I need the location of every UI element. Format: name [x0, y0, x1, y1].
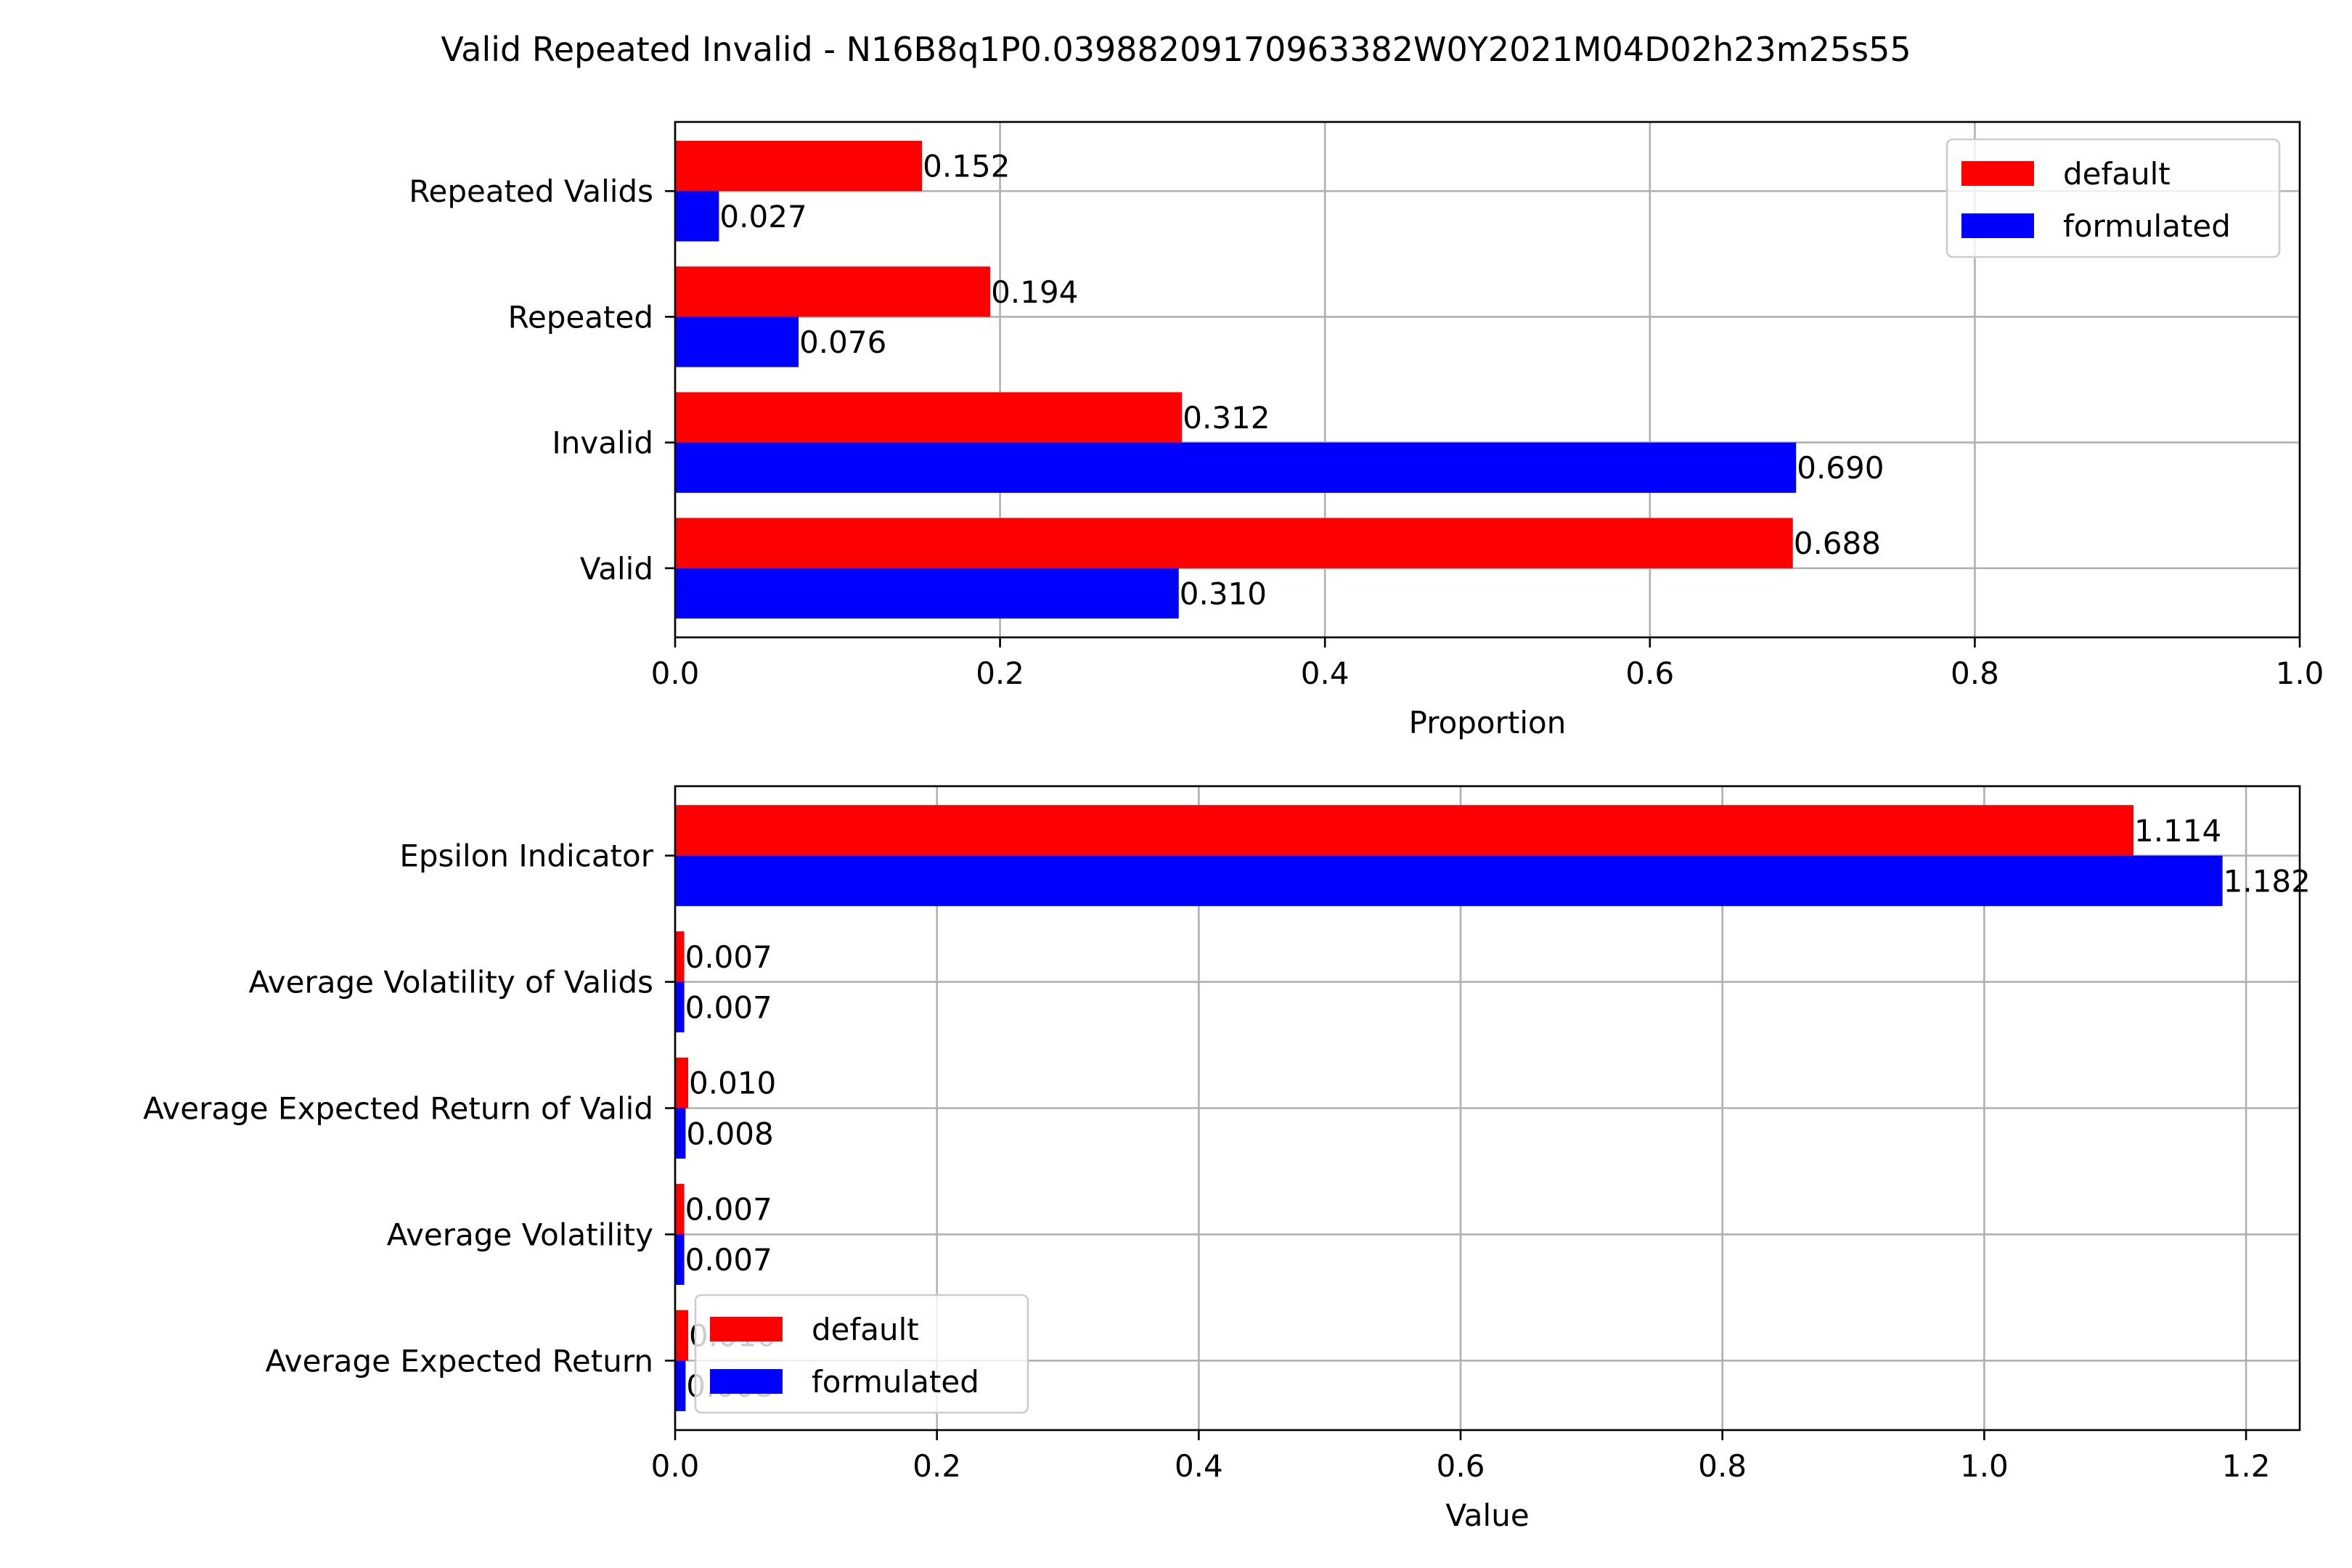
x-tick-label: 1.0: [1960, 1448, 2009, 1484]
bar-formulated: [675, 317, 799, 367]
plot-frame: [674, 121, 2301, 639]
y-tick-label: Average Expected Return: [266, 1343, 654, 1379]
legend-swatch-default: [710, 1317, 783, 1342]
bar-default: [675, 518, 1793, 568]
legend-swatch-default: [1961, 161, 2034, 186]
y-tick-label: Epsilon Indicator: [399, 838, 653, 874]
legend-swatch-formulated: [1961, 213, 2034, 238]
data-label: 0.007: [685, 1242, 772, 1278]
legend: default formulated: [1945, 138, 2281, 258]
bar-formulated: [675, 1234, 685, 1285]
bar-formulated: [675, 568, 1179, 619]
data-label: 1.182: [2224, 863, 2311, 899]
x-tick-label: 1.2: [2222, 1448, 2271, 1484]
legend-label-formulated: formulated: [2063, 208, 2231, 244]
bar-default: [675, 1183, 685, 1235]
data-label: 1.114: [2134, 813, 2221, 849]
y-tick-label: Repeated: [508, 299, 653, 335]
data-label: 0.007: [685, 989, 772, 1025]
legend: default formulated: [694, 1294, 1029, 1414]
data-label: 0.007: [685, 939, 772, 975]
x-tick-label: 1.0: [2276, 656, 2324, 691]
data-label: 0.690: [1797, 450, 1884, 486]
data-label: 0.010: [689, 1066, 776, 1101]
data-label: 0.008: [686, 1116, 773, 1151]
data-label: 0.007: [685, 1192, 772, 1228]
legend-swatch-formulated: [710, 1369, 783, 1394]
y-tick-label: Valid: [580, 551, 653, 587]
x-tick-label: 0.2: [976, 656, 1024, 691]
x-tick-label: 0.6: [1437, 1448, 1485, 1484]
chart-title: Valid Repeated Invalid - N16B8q1P0.03988…: [441, 30, 1911, 69]
bar-formulated: [675, 442, 1797, 493]
x-tick-label: 0.6: [1625, 656, 1674, 691]
legend-label-default: default: [812, 1312, 919, 1347]
x-tick-label: 0.8: [1698, 1448, 1747, 1484]
x-axis-label: Value: [1445, 1498, 1529, 1533]
data-label: 0.312: [1183, 400, 1270, 436]
data-label: 0.076: [799, 324, 886, 360]
data-label: 0.152: [923, 149, 1010, 184]
x-tick-label: 0.0: [651, 1448, 700, 1484]
y-tick-label: Repeated Valids: [409, 173, 653, 209]
bar-formulated: [675, 191, 719, 242]
bar-formulated: [675, 1108, 686, 1159]
bar-default: [675, 1310, 689, 1361]
data-label: 0.310: [1180, 576, 1267, 611]
bar-default: [675, 805, 2133, 856]
x-tick-label: 0.8: [1951, 656, 1999, 691]
data-label: 0.688: [1794, 526, 1881, 561]
x-tick-label: 0.4: [1175, 1448, 1223, 1484]
bar-default: [675, 1057, 689, 1108]
bar-formulated: [675, 1360, 686, 1411]
chart-panel-2: 0.0 0.2 0.4 0.6 0.8 1.0 1.2 Average Expected Re…: [143, 785, 2311, 1533]
bar-default: [675, 931, 685, 982]
bar-default: [675, 140, 923, 192]
y-tick-label: Average Volatility of Valids: [249, 965, 653, 1000]
x-axis-label: Proportion: [1409, 705, 1567, 740]
bar-default: [675, 266, 991, 317]
y-tick-label: Invalid: [552, 425, 653, 461]
legend-label-default: default: [2063, 156, 2171, 192]
x-tick-label: 0.2: [912, 1448, 961, 1484]
data-label: 0.194: [991, 274, 1078, 310]
bar-formulated: [675, 855, 2223, 907]
bar-formulated: [675, 981, 685, 1033]
x-tick-label: 0.4: [1301, 656, 1349, 691]
y-tick-label: Average Expected Return of Valid: [143, 1091, 653, 1127]
chart-panel-1: 0.0 0.2 0.4 0.6 0.8 1.0 Valid Invalid Repeated Re…: [409, 121, 2324, 740]
legend-label-formulated: formulated: [812, 1364, 979, 1400]
x-tick-label: 0.0: [651, 656, 700, 691]
y-tick-label: Average Volatility: [387, 1217, 653, 1252]
bar-default: [675, 392, 1183, 443]
plot-frame: [674, 785, 2301, 1432]
data-label: 0.027: [719, 199, 807, 234]
